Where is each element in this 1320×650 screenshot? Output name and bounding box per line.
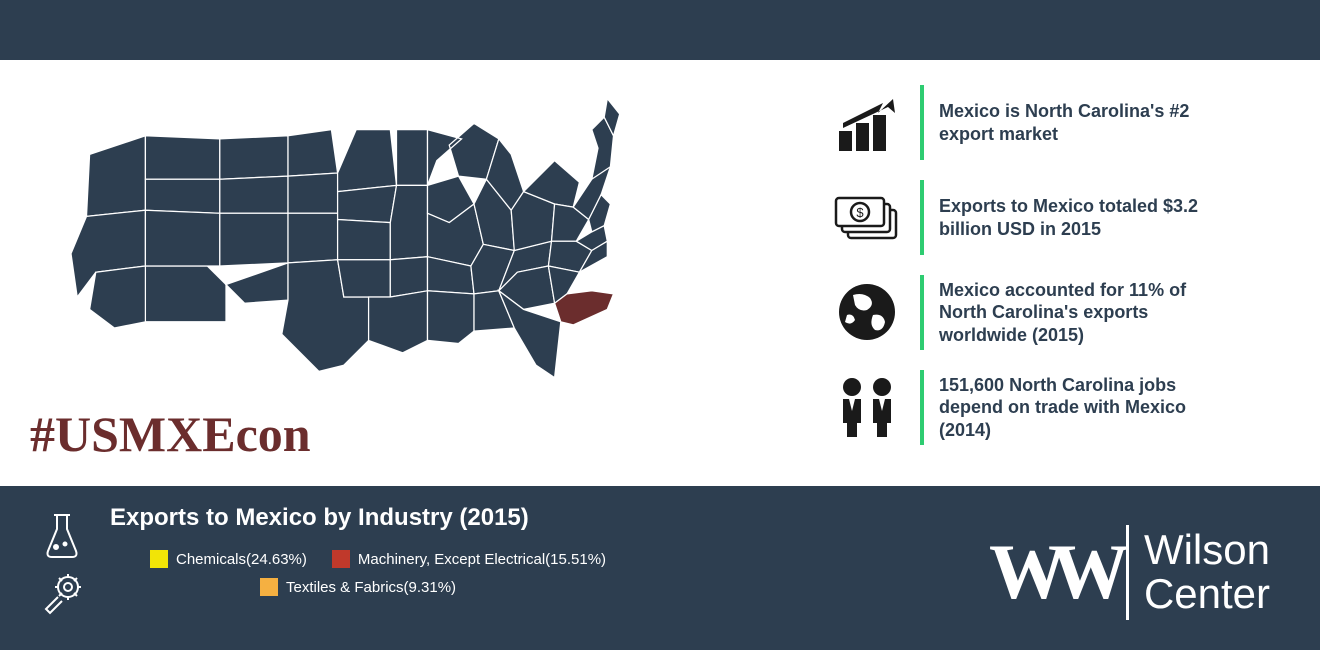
fact-divider [920,370,924,445]
wilson-logo: WW Wilson Center [989,504,1290,640]
legend-row: Textiles & Fabrics(9.31%) [260,578,989,596]
legend-label: Textiles & Fabrics(9.31%) [286,579,456,596]
legend-item: Textiles & Fabrics(9.31%) [260,578,456,596]
legend-label: Machinery, Except Electrical(15.51%) [358,551,606,568]
wilson-line1: Wilson [1144,528,1270,572]
legend-swatch [260,578,278,596]
fact-divider [920,85,924,160]
legend-label: Chemicals(24.63%) [176,551,307,568]
legend-item: Machinery, Except Electrical(15.51%) [332,550,606,568]
legend-swatch [150,550,168,568]
fact-text: Exports to Mexico totaled $3.2 billion U… [939,195,1199,240]
fact-item: $ Exports to Mexico totaled $3.2 billion… [830,180,1290,255]
header-bar [0,0,1320,60]
legend-item: Chemicals(24.63%) [150,550,307,568]
industry-title: Exports to Mexico by Industry (2015) [110,504,989,532]
chart-growth-icon [830,90,905,155]
gear-icon [40,571,85,616]
main-content: #USMXEcon Mexico is North Carolina's #2 … [0,60,1320,486]
fact-item: Mexico accounted for 11% of North Caroli… [830,275,1290,350]
fact-divider [920,180,924,255]
legend-swatch [332,550,350,568]
fact-text: Mexico is North Carolina's #2 export mar… [939,100,1199,145]
industry-content: Exports to Mexico by Industry (2015) Che… [110,504,989,640]
fact-text: 151,600 North Carolina jobs depend on tr… [939,374,1199,442]
globe-icon [830,280,905,345]
map-section: #USMXEcon [30,80,810,471]
industry-icons [40,504,85,640]
fact-item: 151,600 North Carolina jobs depend on tr… [830,370,1290,445]
wilson-line2: Center [1144,572,1270,616]
fact-text: Mexico accounted for 11% of North Caroli… [939,279,1199,347]
us-map [30,80,670,390]
flask-icon [40,509,85,561]
hashtag: #USMXEcon [30,405,810,463]
people-icon [830,375,905,440]
wilson-divider [1126,525,1129,620]
fact-divider [920,275,924,350]
legend-row: Chemicals(24.63%) Machinery, Except Elec… [150,550,989,568]
bottom-bar: Exports to Mexico by Industry (2015) Che… [0,486,1320,650]
industry-section: Exports to Mexico by Industry (2015) Che… [40,504,989,640]
wilson-mark: WW [989,533,1111,611]
fact-item: Mexico is North Carolina's #2 export mar… [830,85,1290,160]
money-bills-icon: $ [830,185,905,250]
wilson-text: Wilson Center [1144,528,1270,616]
facts-section: Mexico is North Carolina's #2 export mar… [830,80,1290,471]
svg-text:$: $ [856,205,864,220]
